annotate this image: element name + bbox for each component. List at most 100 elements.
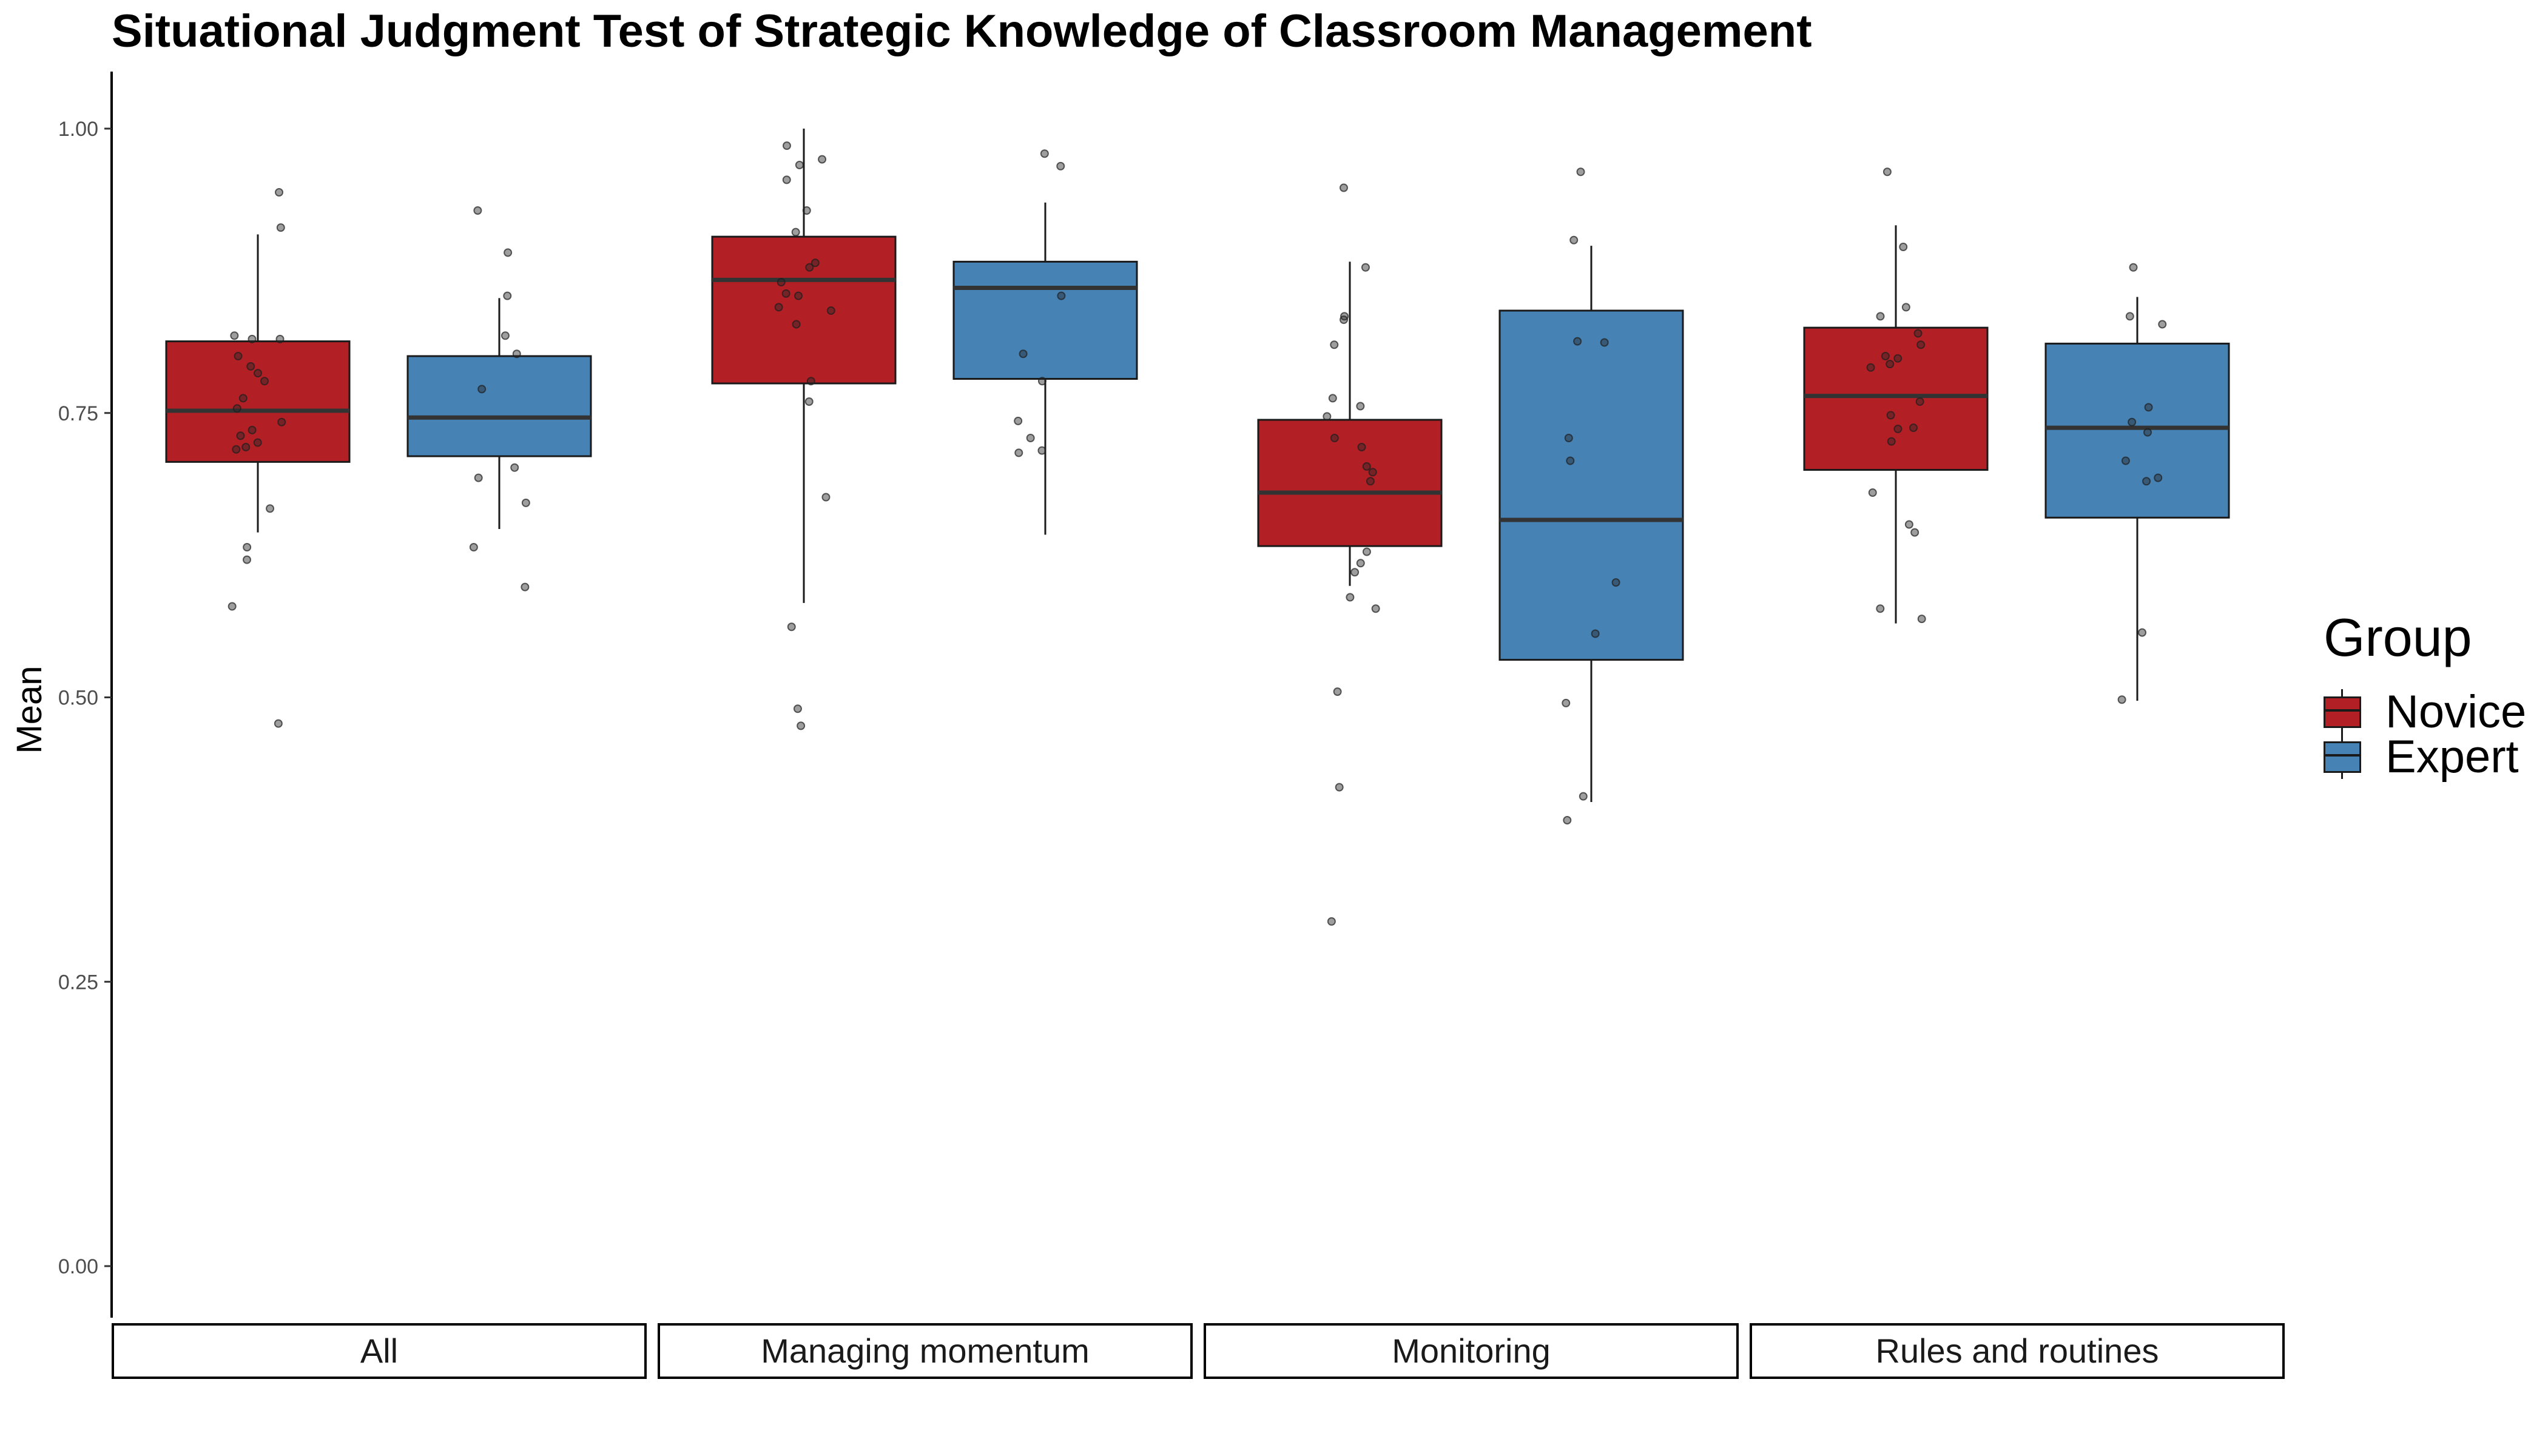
data-point bbox=[1917, 615, 1926, 624]
box-rect bbox=[2044, 342, 2230, 519]
data-point bbox=[1362, 547, 1371, 556]
data-point bbox=[1611, 578, 1620, 587]
data-point bbox=[260, 377, 269, 386]
data-point bbox=[1323, 412, 1332, 421]
data-point bbox=[1562, 698, 1571, 707]
facet-label-rules-and-routines: Rules and routines bbox=[1876, 1332, 2159, 1370]
y-tick-label: 0.25 bbox=[58, 971, 98, 994]
data-point bbox=[1913, 329, 1923, 338]
data-point bbox=[1579, 792, 1588, 801]
data-point bbox=[794, 291, 803, 300]
box-rect bbox=[1498, 309, 1684, 661]
data-point bbox=[1026, 434, 1035, 442]
box-expert-managing-momentum bbox=[952, 202, 1138, 535]
data-point bbox=[1881, 352, 1890, 360]
data-point bbox=[2117, 695, 2126, 704]
box-expert-all bbox=[406, 298, 592, 529]
data-point bbox=[797, 721, 806, 730]
data-point bbox=[1350, 568, 1360, 577]
data-point bbox=[238, 394, 248, 403]
data-point bbox=[232, 445, 241, 454]
data-point bbox=[1887, 437, 1896, 446]
data-point bbox=[266, 504, 275, 513]
box-novice-monitoring bbox=[1257, 261, 1443, 586]
data-point bbox=[802, 206, 811, 215]
legend-label-expert: Expert bbox=[2385, 730, 2519, 783]
legend-title: Group bbox=[2324, 607, 2472, 667]
data-point bbox=[1882, 167, 1892, 177]
data-point bbox=[2128, 417, 2137, 426]
data-point bbox=[234, 352, 243, 360]
data-point bbox=[1366, 477, 1375, 486]
box-rect bbox=[165, 340, 351, 463]
data-point bbox=[774, 303, 783, 312]
legend-item-novice: Novice bbox=[2324, 686, 2526, 738]
data-point bbox=[276, 223, 285, 232]
box-rect bbox=[1257, 419, 1443, 547]
data-point bbox=[1591, 629, 1600, 638]
data-point bbox=[1333, 687, 1342, 696]
data-point bbox=[1330, 434, 1339, 442]
box-novice-rules-and-routines bbox=[1803, 225, 1989, 624]
data-point bbox=[782, 141, 791, 150]
facet-strip-monitoring bbox=[1204, 1323, 1739, 1379]
data-point bbox=[791, 228, 800, 237]
data-point bbox=[804, 397, 814, 406]
data-point bbox=[275, 334, 285, 343]
box-novice-managing-momentum bbox=[711, 129, 897, 603]
data-point bbox=[1904, 520, 1913, 529]
data-point bbox=[1866, 363, 1875, 372]
legend: Group Novice Expert bbox=[2324, 607, 2526, 783]
data-point bbox=[228, 602, 237, 611]
data-point bbox=[2144, 403, 2153, 412]
data-point bbox=[1573, 337, 1582, 346]
facet-strips: All Managing momentum Monitoring Rules and … bbox=[112, 1323, 2285, 1379]
data-point bbox=[469, 543, 478, 551]
facet-strip-managing-momentum bbox=[658, 1323, 1193, 1379]
data-point bbox=[254, 369, 263, 378]
y-tick-label: 1.00 bbox=[58, 118, 98, 141]
data-point bbox=[275, 188, 284, 197]
axes: Mean bbox=[10, 72, 113, 1318]
y-tick-label: 0.00 bbox=[58, 1255, 98, 1278]
data-point bbox=[1868, 488, 1877, 497]
box-rect bbox=[711, 235, 897, 385]
data-point bbox=[1056, 161, 1065, 170]
data-point bbox=[500, 331, 510, 340]
data-point bbox=[1327, 917, 1336, 926]
data-point bbox=[474, 473, 483, 482]
data-point bbox=[1566, 456, 1575, 465]
legend-item-expert: Expert bbox=[2324, 731, 2526, 783]
data-point bbox=[2154, 473, 2163, 482]
data-point bbox=[1915, 397, 1924, 406]
box-expert-rules-and-routines bbox=[2044, 297, 2230, 701]
data-point bbox=[1600, 338, 1609, 347]
data-point bbox=[277, 417, 286, 426]
data-point bbox=[787, 622, 796, 632]
data-point bbox=[1335, 783, 1344, 792]
data-point bbox=[1014, 416, 1023, 425]
data-point bbox=[241, 443, 251, 451]
data-point bbox=[243, 543, 252, 551]
data-point bbox=[1037, 377, 1046, 386]
data-point bbox=[1563, 816, 1572, 824]
data-point bbox=[1357, 443, 1366, 451]
data-point bbox=[781, 289, 790, 298]
data-point bbox=[811, 258, 820, 268]
data-point bbox=[1368, 468, 1377, 477]
data-point bbox=[248, 334, 257, 343]
data-point bbox=[232, 404, 241, 413]
data-point bbox=[795, 161, 804, 169]
data-point bbox=[2142, 477, 2151, 486]
data-point bbox=[1569, 235, 1579, 244]
data-point bbox=[1371, 604, 1380, 613]
data-point bbox=[248, 425, 257, 434]
data-point bbox=[1876, 604, 1885, 613]
data-point bbox=[1886, 411, 1895, 420]
y-tick-label: 0.50 bbox=[58, 687, 98, 710]
data-point bbox=[1564, 434, 1573, 442]
facet-strip-all bbox=[112, 1323, 647, 1379]
box-rect bbox=[952, 260, 1138, 380]
points-layer bbox=[228, 141, 2167, 926]
